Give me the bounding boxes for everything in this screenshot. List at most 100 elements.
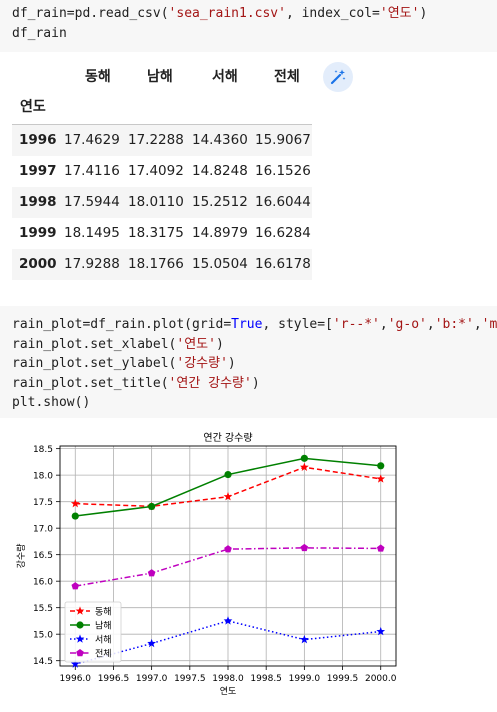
y-tick-label: 14.5 bbox=[33, 657, 53, 667]
y-tick-label: 18.0 bbox=[33, 472, 53, 482]
series-line bbox=[75, 547, 381, 587]
code-text: ) bbox=[251, 375, 260, 391]
code-line-5: plt.show() bbox=[12, 395, 91, 410]
x-tick-label: 1999.5 bbox=[327, 674, 359, 684]
x-axis-label: 연도 bbox=[220, 686, 237, 697]
table-row: 2000 17.9288 18.1766 15.0504 16.6178 bbox=[12, 249, 312, 280]
line-chart: 1996.0 1996.5 1997.0 1997.5 1998.0 1998.5 1999… bbox=[15, 432, 397, 697]
code-text: rain_plot=df_rain.plot(grid= bbox=[12, 317, 232, 332]
x-tick-label: 1997.0 bbox=[136, 674, 168, 684]
table-cell: 16.1526 bbox=[255, 163, 311, 179]
data-point bbox=[147, 569, 156, 577]
code-text: ) bbox=[419, 6, 428, 21]
legend-label: 동해 bbox=[95, 607, 112, 618]
code-string: '연간 강수량' bbox=[168, 375, 252, 391]
x-tick-label: 1998.0 bbox=[212, 674, 244, 684]
y-tick-label: 16.5 bbox=[33, 551, 53, 561]
row-index: 1998 bbox=[19, 194, 57, 210]
data-point bbox=[223, 616, 233, 625]
code-line-2: df_rain bbox=[12, 25, 67, 41]
code-string: '강수량' bbox=[176, 356, 228, 371]
table-row: 1999 18.1495 18.3175 14.8979 16.6284 bbox=[12, 218, 312, 249]
code-line-1: rain_plot=df_rain.plot(grid=True, style=… bbox=[0, 315, 497, 335]
code-string: '연도' bbox=[379, 6, 420, 21]
code-text: , bbox=[379, 317, 388, 332]
y-tick-label: 18.5 bbox=[33, 445, 53, 455]
data-point bbox=[70, 659, 80, 668]
column-header: 동해 bbox=[85, 69, 111, 85]
code-line-4: rain_plot.set_title('연간 강수량') bbox=[0, 374, 497, 394]
table-row: 1998 17.5944 18.0110 15.2512 16.6044 bbox=[12, 187, 312, 218]
code-string: 'r--*' bbox=[332, 317, 380, 332]
legend-label: 남해 bbox=[95, 621, 112, 632]
table-cell: 17.4629 bbox=[64, 132, 120, 148]
legend-label: 서해 bbox=[95, 635, 112, 646]
code-text: , bbox=[426, 317, 435, 332]
data-point bbox=[70, 499, 80, 508]
code-text: , bbox=[473, 317, 482, 332]
data-point bbox=[224, 470, 232, 479]
data-point bbox=[148, 502, 156, 511]
table-cell: 17.9288 bbox=[64, 256, 120, 272]
code-cell-plot[interactable]: rain_plot=df_rain.plot(grid=True, style=… bbox=[0, 306, 497, 418]
code-text: rain_plot.set_ylabel( bbox=[12, 356, 177, 371]
table-cell: 17.2288 bbox=[128, 132, 184, 148]
legend-marker bbox=[75, 634, 85, 643]
dataframe-header: 동해 남해 서해 전체 bbox=[12, 60, 353, 94]
code-line-1: df_rain=pd.read_csv('sea_rain1.csv', ind… bbox=[0, 4, 497, 24]
data-point bbox=[376, 544, 385, 552]
table-cell: 18.1766 bbox=[128, 256, 184, 272]
code-string: 'm-.p' bbox=[481, 317, 497, 332]
y-tick-label: 17.5 bbox=[33, 498, 53, 508]
table-cell: 17.5944 bbox=[64, 194, 120, 210]
legend-marker bbox=[76, 621, 84, 629]
header-divider bbox=[12, 124, 312, 125]
table-cell: 18.1495 bbox=[64, 225, 120, 241]
code-text: ) bbox=[215, 336, 224, 352]
column-header: 남해 bbox=[147, 69, 173, 85]
column-header: 서해 bbox=[212, 69, 238, 85]
code-keyword: True bbox=[231, 317, 263, 332]
code-string: 'g-o' bbox=[387, 317, 427, 332]
table-cell: 18.3175 bbox=[128, 225, 184, 241]
legend-marker bbox=[75, 606, 85, 615]
table-cell: 15.0504 bbox=[192, 256, 248, 272]
series-line bbox=[75, 620, 381, 665]
row-index: 2000 bbox=[19, 256, 57, 272]
table-row: 1997 17.4116 17.4092 14.8248 16.1526 bbox=[12, 156, 312, 187]
data-point bbox=[377, 462, 385, 470]
x-tick-label: 1999.0 bbox=[289, 674, 321, 684]
table-cell: 16.6178 bbox=[255, 256, 311, 272]
chart-title: 연간 강수량 bbox=[203, 432, 252, 444]
index-name: 연도 bbox=[20, 99, 46, 115]
x-tick-label: 1997.5 bbox=[174, 674, 206, 684]
data-point bbox=[299, 462, 309, 471]
table-cell: 16.6044 bbox=[255, 194, 311, 210]
table-cell: 17.4116 bbox=[64, 163, 120, 179]
code-cell-read-csv[interactable]: df_rain=pd.read_csv('sea_rain1.csv', ind… bbox=[0, 0, 497, 52]
data-point bbox=[71, 582, 80, 590]
table-cell: 14.8979 bbox=[192, 225, 248, 241]
data-point bbox=[223, 492, 233, 501]
row-index: 1997 bbox=[19, 163, 57, 179]
code-line-2: rain_plot.set_xlabel('연도') bbox=[0, 335, 497, 355]
y-tick-label: 15.5 bbox=[33, 604, 53, 614]
data-point bbox=[376, 474, 386, 483]
table-cell: 15.9067 bbox=[255, 132, 311, 148]
data-point bbox=[300, 454, 308, 462]
code-text: rain_plot.set_title( bbox=[12, 375, 169, 391]
x-tick-label: 2000.0 bbox=[365, 674, 397, 684]
row-index: 1999 bbox=[19, 225, 57, 241]
x-tick-label: 1996.5 bbox=[98, 674, 130, 684]
y-tick-label: 17.0 bbox=[33, 525, 53, 535]
y-axis-label: 강수량 bbox=[15, 544, 27, 569]
legend-marker bbox=[76, 649, 84, 657]
legend-box bbox=[64, 601, 122, 663]
magic-wand-button[interactable] bbox=[323, 62, 353, 92]
code-string: '연도' bbox=[176, 336, 216, 352]
code-string: 'sea_rain1.csv' bbox=[168, 6, 286, 21]
column-header: 전체 bbox=[274, 69, 300, 85]
code-text: rain_plot.set_xlabel( bbox=[12, 336, 177, 352]
table-row: 1996 17.4629 17.2288 14.4360 15.9067 bbox=[12, 125, 312, 156]
data-point bbox=[147, 638, 157, 648]
